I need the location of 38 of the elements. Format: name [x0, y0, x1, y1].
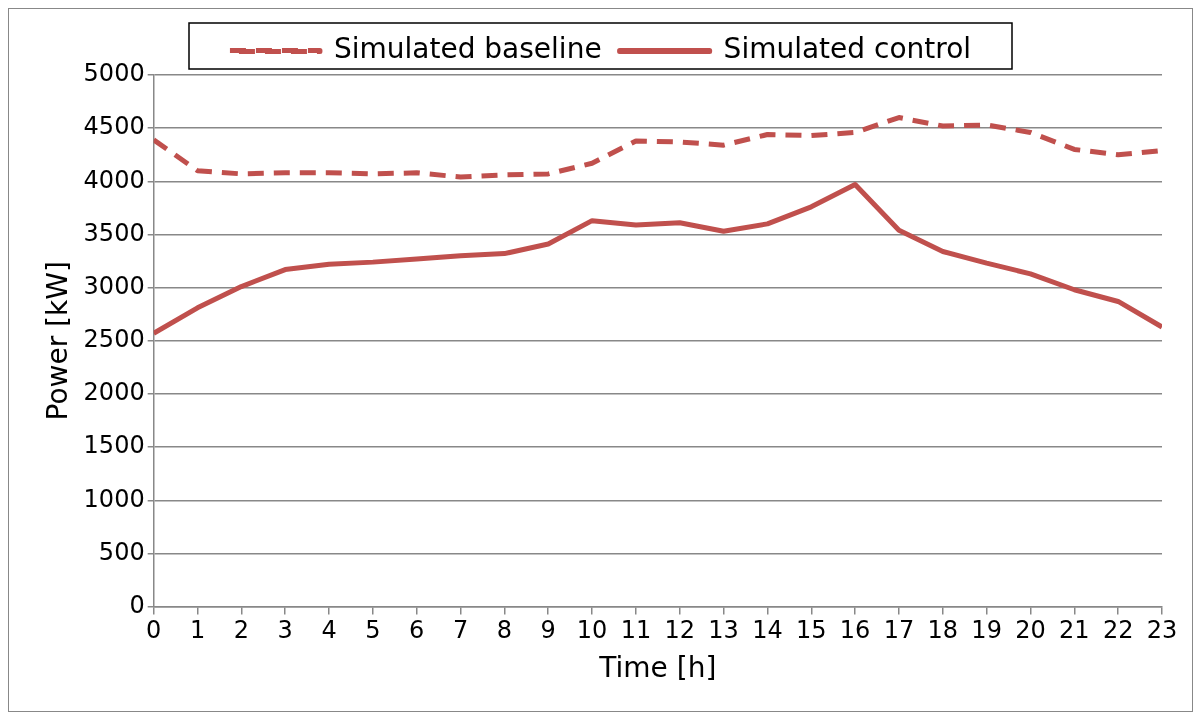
y-tick-label: 4500: [83, 112, 145, 141]
x-tick-label: 1: [189, 616, 206, 645]
x-tick-label: 7: [452, 616, 469, 645]
y-tick-label: 4000: [83, 165, 145, 194]
y-tick-label: 3500: [83, 218, 145, 247]
x-tick-label: 19: [971, 616, 1002, 645]
x-tick-label: 5: [365, 616, 381, 645]
x-tick-label: 11: [620, 616, 652, 645]
legend-label: Simulated baseline: [333, 32, 602, 66]
x-tick-label: 17: [883, 616, 915, 645]
y-tick-label: 3000: [83, 271, 145, 300]
x-tick-label: 4: [321, 616, 337, 645]
x-tick-label: 21: [1059, 616, 1090, 645]
x-tick-label: 12: [664, 616, 696, 645]
x-tick-label: 13: [708, 616, 739, 645]
y-tick-label: 0: [129, 590, 145, 619]
x-tick-label: 22: [1102, 616, 1134, 645]
y-axis-title: Power [kW]: [41, 261, 75, 421]
x-tick-label: 2: [233, 616, 249, 645]
legend-label: Simulated control: [723, 32, 972, 66]
y-tick-label: 2500: [83, 325, 145, 354]
y-tick-label: 2000: [83, 378, 145, 407]
x-tick-label: 16: [839, 616, 871, 645]
x-tick-label: 6: [409, 616, 425, 645]
x-tick-label: 14: [752, 616, 783, 645]
x-tick-label: 15: [796, 616, 827, 645]
y-tick-label: 1000: [83, 484, 145, 513]
x-tick-label: 8: [496, 616, 513, 645]
x-tick-label: 20: [1015, 616, 1046, 645]
y-tick-label: 1500: [83, 431, 145, 460]
x-tick-label: 3: [277, 616, 293, 645]
y-tick-label: 500: [98, 537, 145, 566]
x-axis-title: Time [h]: [598, 651, 717, 685]
x-tick-label: 10: [576, 616, 608, 645]
x-tick-label: 9: [540, 616, 556, 645]
y-tick-label: 5000: [83, 59, 145, 88]
x-tick-label: 23: [1146, 616, 1178, 645]
x-tick-label: 18: [927, 616, 959, 645]
